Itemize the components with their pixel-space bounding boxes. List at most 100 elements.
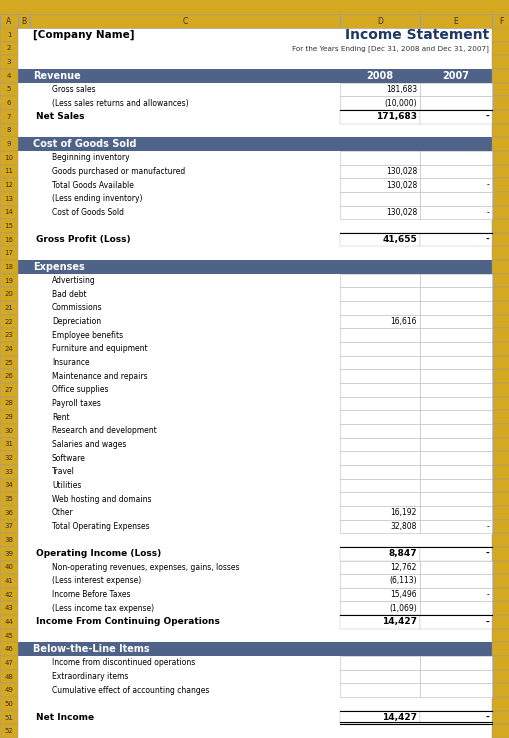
Text: 130,028: 130,028	[385, 208, 416, 217]
Text: Other: Other	[52, 508, 74, 517]
Bar	[0, 28, 18, 41]
Text: 44: 44	[5, 619, 13, 625]
Text: [Company Name]: [Company Name]	[33, 30, 134, 40]
Bar	[491, 328, 509, 342]
Bar	[0, 547, 18, 560]
Text: Below-the-Line Items: Below-the-Line Items	[33, 644, 149, 655]
Bar	[491, 14, 509, 28]
Bar	[0, 396, 18, 410]
Bar	[419, 383, 491, 396]
Bar	[419, 451, 491, 465]
Text: 29: 29	[5, 414, 13, 420]
Text: 16,192: 16,192	[390, 508, 416, 517]
Bar	[18, 478, 491, 492]
Bar	[491, 656, 509, 669]
Bar	[0, 328, 18, 342]
Text: 7: 7	[7, 114, 11, 120]
Text: Net Income: Net Income	[36, 713, 94, 722]
Text: D: D	[376, 16, 382, 26]
Bar	[18, 274, 491, 287]
Text: 35: 35	[5, 496, 13, 502]
Bar	[491, 560, 509, 574]
Bar	[491, 574, 509, 587]
Bar	[491, 260, 509, 274]
Bar	[340, 574, 419, 587]
Bar	[491, 287, 509, 301]
Bar	[491, 342, 509, 356]
Text: Maintenance and repairs: Maintenance and repairs	[52, 372, 147, 381]
Bar	[0, 342, 18, 356]
Bar	[0, 137, 18, 151]
Bar	[340, 410, 419, 424]
Bar	[18, 96, 491, 110]
Text: 48: 48	[5, 674, 13, 680]
Bar	[340, 396, 419, 410]
Bar	[18, 28, 30, 41]
Text: Income from discontinued operations: Income from discontinued operations	[52, 658, 195, 667]
Bar	[30, 219, 491, 232]
Bar	[0, 438, 18, 451]
Bar	[18, 232, 491, 246]
Text: Cost of Goods Sold: Cost of Goods Sold	[33, 139, 136, 149]
Bar	[18, 533, 30, 547]
Text: 130,028: 130,028	[385, 167, 416, 176]
Text: 4: 4	[7, 73, 11, 79]
Bar	[0, 533, 18, 547]
Bar	[30, 724, 491, 738]
Bar	[18, 492, 491, 506]
Bar	[18, 506, 491, 520]
Bar	[491, 246, 509, 260]
Bar	[340, 369, 419, 383]
Bar	[491, 587, 509, 601]
Text: Extraordinary items: Extraordinary items	[52, 672, 128, 681]
Bar	[419, 192, 491, 205]
Bar	[0, 642, 18, 656]
Bar	[491, 396, 509, 410]
Text: 36: 36	[5, 510, 13, 516]
Bar	[491, 533, 509, 547]
Text: 21: 21	[5, 305, 13, 311]
Bar	[491, 205, 509, 219]
Bar	[419, 492, 491, 506]
Text: 18: 18	[5, 264, 13, 270]
Bar	[419, 328, 491, 342]
Text: -: -	[485, 181, 488, 190]
Bar	[419, 369, 491, 383]
Text: F: F	[498, 16, 502, 26]
Bar	[30, 123, 491, 137]
Text: 15,496: 15,496	[389, 590, 416, 599]
Text: 13: 13	[5, 196, 13, 201]
Bar	[340, 274, 419, 287]
Bar	[419, 83, 491, 96]
Text: 181,683: 181,683	[385, 85, 416, 94]
Bar	[30, 629, 491, 642]
Text: Total Goods Available: Total Goods Available	[52, 181, 134, 190]
Bar	[18, 165, 491, 178]
Bar	[340, 314, 419, 328]
Bar	[340, 656, 419, 669]
Bar	[419, 410, 491, 424]
Bar	[0, 301, 18, 314]
Bar	[18, 151, 491, 165]
Text: 47: 47	[5, 660, 13, 666]
Bar	[491, 165, 509, 178]
Bar	[340, 451, 419, 465]
Bar	[0, 260, 18, 274]
Bar	[419, 615, 491, 629]
Bar	[491, 41, 509, 55]
Text: Income Before Taxes: Income Before Taxes	[52, 590, 130, 599]
Text: 38: 38	[5, 537, 13, 543]
Bar	[18, 629, 30, 642]
Text: 31: 31	[5, 441, 13, 447]
Bar	[0, 465, 18, 478]
Text: -: -	[485, 522, 488, 531]
Bar	[419, 506, 491, 520]
Bar	[419, 478, 491, 492]
Bar	[491, 711, 509, 724]
Text: -: -	[485, 590, 488, 599]
Bar	[340, 683, 419, 697]
Bar	[18, 342, 491, 356]
Bar	[491, 642, 509, 656]
Bar	[0, 711, 18, 724]
Text: 22: 22	[5, 319, 13, 325]
